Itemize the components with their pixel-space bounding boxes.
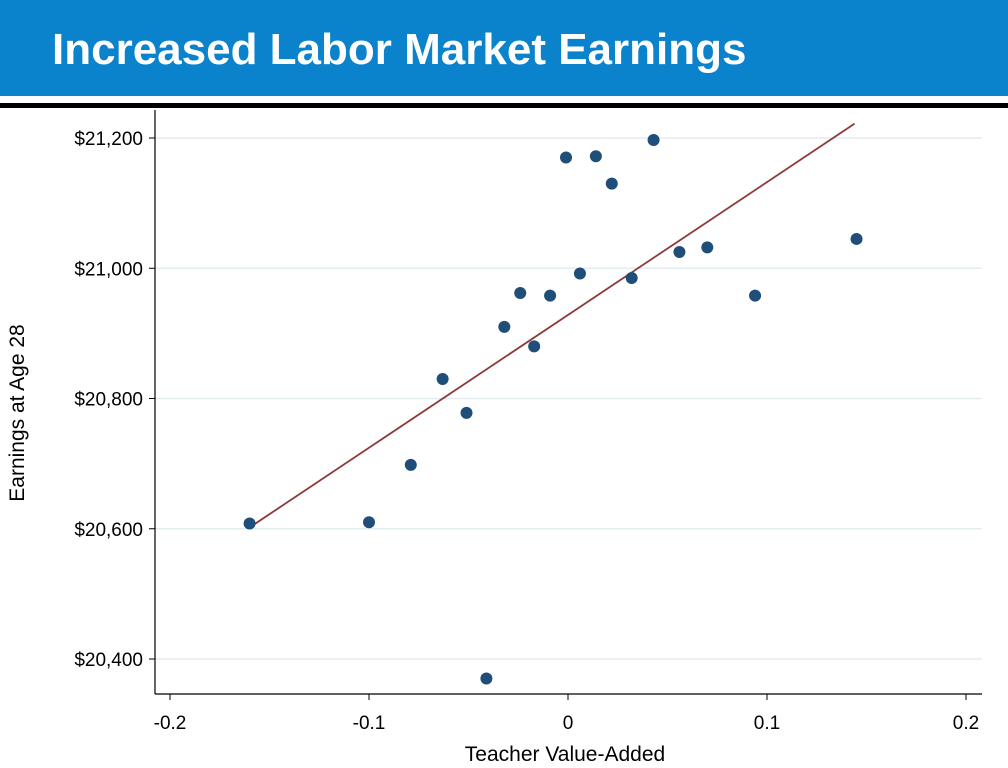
y-tick-label: $20,800 — [74, 390, 143, 411]
x-axis-title: Teacher Value-Added — [465, 743, 665, 766]
data-point — [673, 245, 686, 258]
slide-title: Increased Labor Market Earnings — [52, 25, 747, 74]
fit-line-layer — [249, 122, 856, 529]
x-tick-label: 0.1 — [754, 713, 780, 734]
fit-line — [249, 122, 856, 529]
data-point — [589, 150, 602, 163]
data-point — [701, 241, 714, 254]
data-point — [404, 458, 417, 471]
y-tick-label: $21,000 — [74, 259, 143, 280]
data-point — [573, 267, 586, 280]
data-point — [647, 133, 660, 146]
data-point — [544, 289, 557, 302]
x-tick-label: -0.1 — [353, 713, 386, 734]
data-points — [243, 133, 863, 685]
data-point — [560, 151, 573, 164]
axes — [149, 110, 982, 700]
x-tick-label: 0 — [563, 713, 574, 734]
data-point — [605, 177, 618, 190]
y-tick-label: $21,200 — [74, 129, 143, 150]
y-tick-label: $20,400 — [74, 650, 143, 671]
data-point — [850, 232, 863, 245]
data-point — [749, 289, 762, 302]
y-tick-label: $20,600 — [74, 520, 143, 541]
data-point — [243, 517, 256, 530]
x-tick-label: -0.2 — [154, 713, 187, 734]
data-point — [480, 672, 493, 685]
data-point — [528, 340, 541, 353]
tick-labels: $20,400 $20,600 $20,800 $21,000 $21,200 -0.2 -… — [74, 129, 979, 734]
gridlines — [155, 137, 982, 660]
data-point — [436, 372, 449, 385]
data-point — [498, 320, 511, 333]
data-point — [514, 286, 527, 299]
data-point — [363, 516, 375, 529]
title-divider — [0, 103, 1008, 108]
title-bar: Increased Labor Market Earnings — [0, 0, 1008, 96]
data-point — [460, 406, 473, 419]
data-point — [625, 272, 638, 285]
x-tick-label: 0.2 — [953, 713, 979, 734]
y-axis-title: Earnings at Age 28 — [6, 324, 29, 501]
